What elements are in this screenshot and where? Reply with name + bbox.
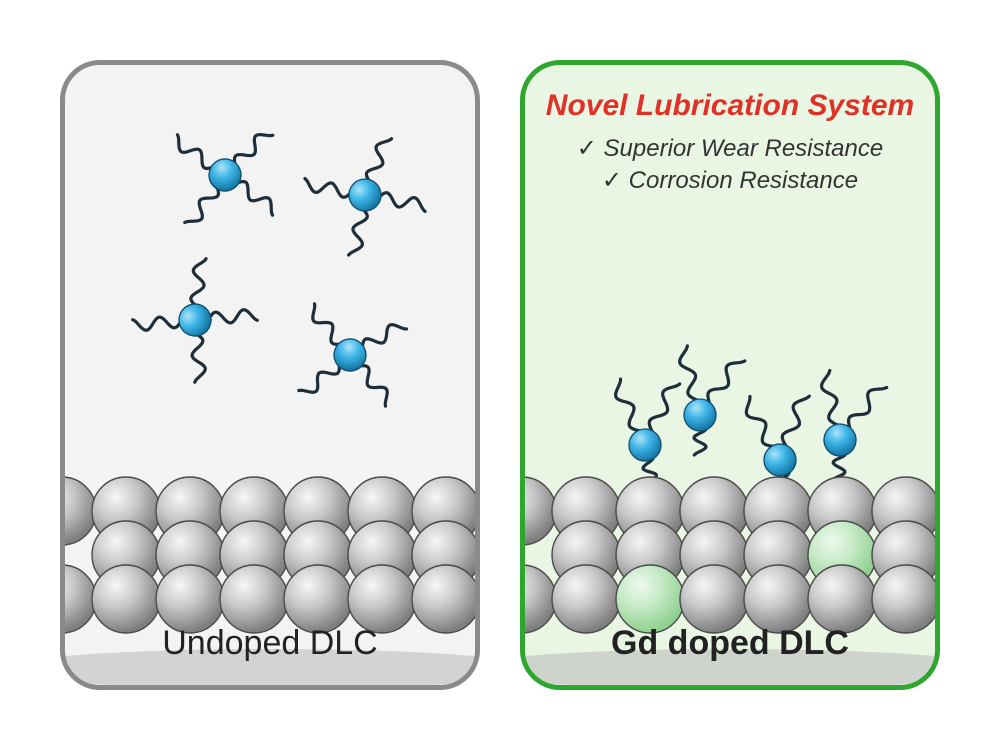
label-doped: Gd doped DLC [525, 624, 935, 663]
panel-doped: Novel Lubrication System Superior Wear R… [520, 60, 940, 690]
panel-undoped: Undoped DLC [60, 60, 480, 690]
label-undoped: Undoped DLC [65, 624, 475, 663]
